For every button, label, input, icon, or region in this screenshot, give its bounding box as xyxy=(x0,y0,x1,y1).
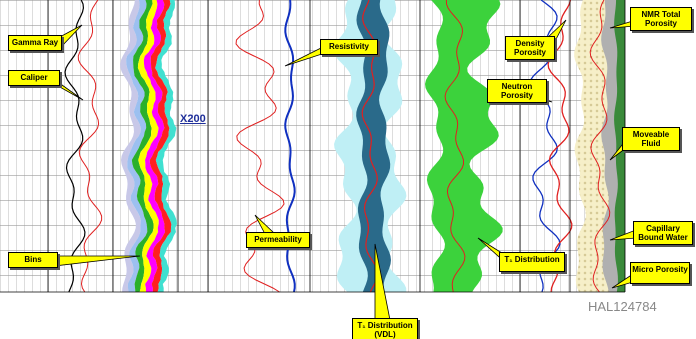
callout: Density Porosity xyxy=(505,36,555,60)
callout: Resistivity xyxy=(320,39,378,55)
callout: Neutron Porosity xyxy=(487,79,547,103)
callout: Moveable Fluid xyxy=(622,127,680,151)
callout: NMR Total Porosity xyxy=(630,7,692,31)
callout: Permeability xyxy=(246,232,310,248)
well-log: X200 HAL124784 Gamma Ray Caliper Bins Resis… xyxy=(0,0,696,339)
callout: Gamma Ray xyxy=(8,35,62,51)
callout: Capillary Bound Water xyxy=(633,221,693,245)
callout: T₁ Distribution xyxy=(499,252,565,272)
callout: Caliper xyxy=(8,70,60,86)
callout: Micro Porosity xyxy=(630,262,690,284)
callout: Bins xyxy=(8,252,58,268)
credit: HAL124784 xyxy=(588,299,657,314)
callout: T₁ Distribution (VDL) xyxy=(352,318,418,339)
depth-label: X200 xyxy=(180,113,206,125)
